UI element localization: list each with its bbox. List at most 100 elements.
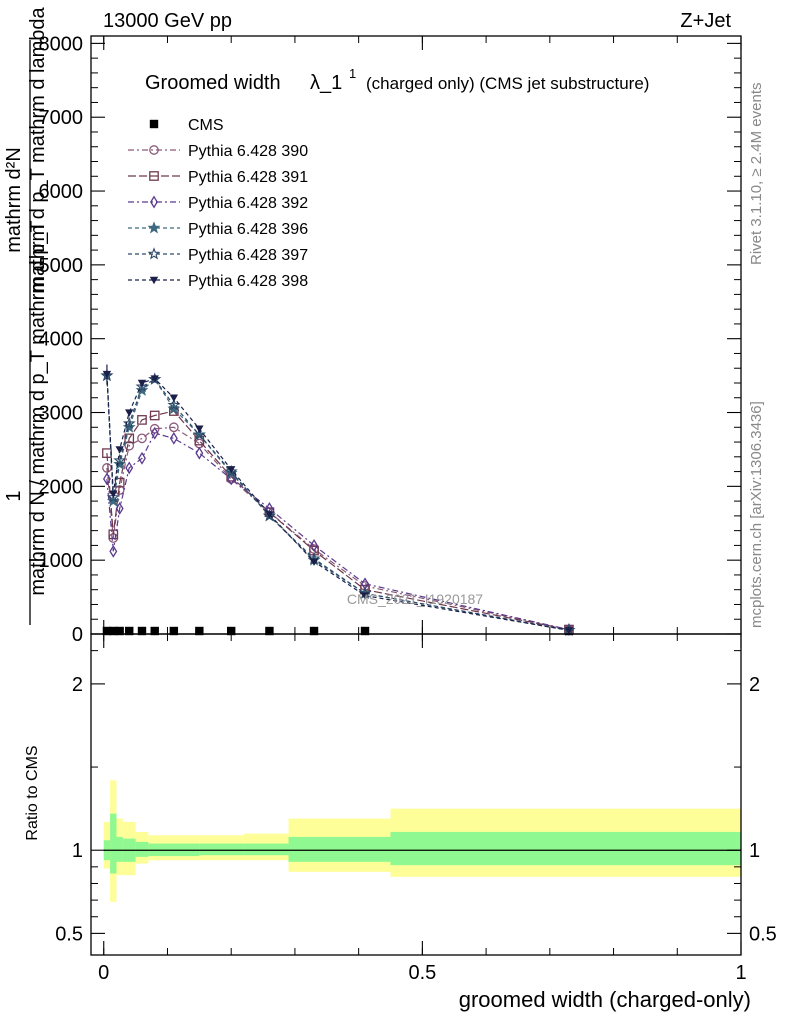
- main-plot-content: [100, 364, 576, 637]
- series-6-point-5: [150, 375, 159, 383]
- legend-label-4: Pythia 6.428 396: [188, 221, 308, 238]
- ratio-axes: 0 0.5 10.5 0.51 12 2: [55, 633, 777, 984]
- series-line-1: [106, 426, 570, 631]
- series-0-point-5: [150, 626, 159, 636]
- legend-marker-2: [149, 171, 159, 181]
- legend-marker-1: [149, 145, 159, 155]
- legend-entry-1: Pythia 6.428 390: [128, 143, 308, 160]
- series-1-point-4: [137, 433, 147, 444]
- main-y-tick-label-1: 1000: [39, 550, 84, 572]
- series-6-point-4: [137, 379, 147, 388]
- x-tick-label-1: 0.5: [408, 962, 436, 984]
- series-6: [102, 370, 574, 635]
- series-3-point-2: [115, 502, 124, 515]
- rivet-label: Rivet 3.1.10, ≥ 2.4M events: [748, 83, 765, 266]
- series-0-point-1: [109, 626, 118, 636]
- series-0-point-2: [115, 626, 124, 636]
- legend-marker-5: [147, 247, 161, 260]
- legend-entry-4: Pythia 6.428 396: [128, 221, 308, 238]
- main-y-tick-label-4: 4000: [39, 329, 84, 351]
- series-5-point-2: [113, 453, 127, 466]
- x-axis-label: groomed width (charged-only): [459, 987, 751, 1012]
- legend-marker-0: [149, 119, 159, 129]
- header-left-label: 13000 GeV pp: [103, 10, 232, 32]
- mcplots-label: mcplots.cern.ch [arXiv:1306.3436]: [748, 401, 765, 628]
- main-y-tick-label-7: 7000: [39, 107, 84, 129]
- legend-entry-3: Pythia 6.428 392: [128, 195, 308, 212]
- series-4-point-4: [135, 383, 149, 396]
- ratio-y-tick-label-right-1: 1: [749, 840, 760, 862]
- main-axes: 0 1000 2000 3000 4000 5000 6000 7000 8000: [39, 33, 742, 646]
- ratio-inner-band-2: [116, 836, 123, 862]
- series-5-point-3: [122, 416, 136, 430]
- plot-title-main: Groomed width: [145, 72, 281, 94]
- series-3: [102, 426, 573, 637]
- plot-title: Groomed width λ_1 1 (charged only) (CMS …: [145, 66, 649, 94]
- plot-title-superscript: 1: [349, 66, 356, 81]
- series-0-point-0: [102, 626, 112, 636]
- plot-title-symbol: λ_1: [310, 72, 342, 94]
- series-6-point-11: [360, 592, 370, 600]
- series-line-2: [106, 410, 570, 631]
- ratio-y-tick-label-2: 2: [72, 674, 83, 696]
- header-right-label: Z+Jet: [680, 10, 731, 32]
- series-4-point-6: [167, 402, 181, 415]
- plot-title-suffix: (charged only) (CMS jet substructure): [366, 74, 649, 93]
- ratio-frame: [90, 633, 742, 956]
- legend-entry-0: CMS: [149, 117, 224, 134]
- series-0-point-6: [169, 626, 179, 636]
- series-0-point-9: [265, 626, 274, 636]
- ratio-inner-band-9: [390, 831, 741, 866]
- ratio-inner-band-6: [199, 843, 244, 856]
- series-6-point-1: [109, 490, 118, 498]
- series-6-point-7: [195, 425, 204, 433]
- legend-marker-3: [150, 195, 158, 209]
- ratio-y-tick-label-0: 0.5: [55, 923, 83, 945]
- series-5-point-8: [224, 464, 238, 478]
- x-tick-label-0: 0: [98, 962, 109, 984]
- series-4-point-1: [106, 494, 120, 507]
- series-6-point-6: [169, 394, 179, 402]
- ratio-panel: 0 0.5 10.5 0.51 12 2: [55, 633, 777, 984]
- series-0-point-11: [360, 626, 370, 636]
- ratio-inner-band-7: [243, 843, 289, 856]
- ratio-y-tick-label-1: 1: [72, 840, 83, 862]
- series-1-point-6: [168, 422, 179, 433]
- series-6-point-3: [125, 409, 134, 417]
- legend-entry-2: Pythia 6.428 391: [128, 169, 308, 186]
- legend-entry-6: Pythia 6.428 398: [128, 273, 308, 290]
- series-0-point-10: [309, 626, 319, 636]
- main-y-tick-label-0: 0: [72, 624, 83, 646]
- main-y-tick-label-2: 2000: [39, 476, 84, 498]
- series-6-point-9: [265, 511, 274, 519]
- series-2: [102, 406, 574, 635]
- watermark-label: CMS_2021_I1920187: [347, 591, 483, 607]
- series-6-point-10: [309, 558, 319, 566]
- series-4: [100, 368, 576, 636]
- legend-label-6: Pythia 6.428 398: [188, 273, 308, 290]
- series-line-3: [106, 432, 570, 631]
- y-label-mid: mathrm d p_T mathrm d lambda: [27, 6, 49, 292]
- series-2-point-4: [137, 415, 147, 425]
- ratio-plot-content: [103, 780, 741, 902]
- series-6-point-2: [115, 446, 124, 454]
- series-3-point-10: [310, 538, 319, 552]
- series-6-point-8: [226, 466, 236, 474]
- legend-entry-5: Pythia 6.428 397: [128, 247, 308, 264]
- ratio-y-tick-label-right-2: 2: [749, 674, 760, 696]
- series-0-point-3: [125, 626, 134, 636]
- series-3-point-0: [102, 472, 111, 486]
- series-6-point-12: [564, 627, 574, 635]
- series-1: [102, 422, 574, 635]
- legend: CMS Pythia 6.428 390 Pythia 6.428 391 Pythi…: [128, 117, 308, 290]
- legend-marker-4: [147, 221, 161, 234]
- series-3-point-6: [169, 431, 178, 445]
- series-0-point-4: [137, 626, 147, 636]
- series-3-point-3: [125, 461, 134, 475]
- ratio-inner-band-4: [135, 841, 149, 857]
- y-label-numerator-one: 1: [3, 490, 25, 501]
- main-y-tick-label-5: 5000: [39, 255, 84, 277]
- series-3-point-5: [150, 426, 159, 440]
- legend-label-1: Pythia 6.428 390: [188, 143, 308, 160]
